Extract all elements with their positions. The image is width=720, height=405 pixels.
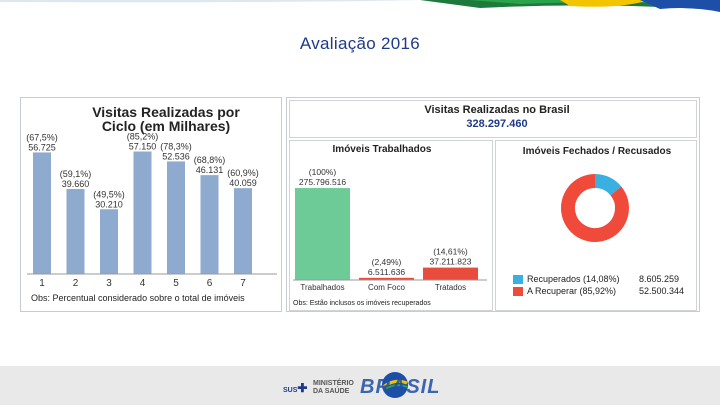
page-title: Avaliação 2016 [299,34,421,53]
cycle-percent-label: (59,1%) [60,169,92,179]
closed-title: Imóveis Fechados / Recusados [522,146,672,157]
legend-swatch-recovered [513,275,523,284]
cycle-tick-label: 5 [173,278,179,289]
cycle-bar-3 [100,209,118,274]
cycle-tick-label: 7 [240,278,246,289]
sus-logo: SUS✚ [283,381,307,395]
worked-percent-label: (14,61%) [433,247,468,257]
worked-bar-2 [423,267,478,280]
cycle-tick-label: 6 [207,278,213,289]
cycle-percent-label: (60,9%) [227,168,259,178]
cycle-value-label: 46.131 [196,165,224,175]
brasil-globe-icon [382,372,408,398]
cycle-value-label: 56.725 [28,142,56,152]
worked-bar-chart: Trabalhados 275.796.516(100%) Com Foco 6.51… [293,167,487,292]
worked-percent-label: (100%) [309,167,337,177]
cycle-tick-label: 1 [39,278,45,289]
brasil-brand-text: BRASIL [360,376,441,398]
worked-value-label: 6.511.636 [368,267,405,277]
cycle-value-label: 52.536 [162,151,190,161]
worked-bar-0 [295,188,350,280]
cycle-percent-label: (49,5%) [93,189,125,199]
cycle-bar-5 [167,161,185,274]
donut-slice-0 [594,174,622,196]
cycle-value-label: 40.059 [229,178,257,188]
cycle-bar-6 [200,175,219,274]
brazil-visits-panel: Visitas Realizadas no Brasil 328.297.460… [286,97,700,312]
cycle-tick-label: 2 [73,278,79,289]
worked-tick-label: Com Foco [368,283,405,292]
cycle-value-label: 57.150 [129,142,157,152]
brazil-header-box [289,100,697,138]
closed-box [495,140,697,311]
ministry-logo-line1: MINISTÉRIO [313,380,354,387]
worked-tick-label: Trabalhados [300,283,344,292]
worked-subtitle: Imóveis Trabalhados [332,144,432,155]
sus-logo-text: SUS [283,387,298,394]
cycle-percent-label: (67,5%) [26,132,58,142]
cycle-percent-label: (68,8%) [194,155,226,165]
cycle-value-label: 39.660 [62,179,90,189]
cycle-bar-2 [66,189,85,274]
sus-cross-icon: ✚ [297,381,308,395]
worked-bar-1 [359,277,414,280]
cycle-chart-note: Obs: Percentual considerado sobre o tota… [31,293,245,303]
worked-tick-label: Tratados [435,283,466,292]
cycle-chart-panel: Visitas Realizadas por Ciclo (em Milhare… [20,97,282,312]
cycle-value-label: 30.210 [95,199,123,209]
brazil-visits-total: 328.297.460 [466,118,528,130]
footer: SUS✚ MINISTÉRIO DA SAÚDE BRASIL [0,366,720,405]
cycle-chart-title: Visitas Realizadas por Ciclo (em Milhare… [92,104,240,134]
cycle-bar-1 [33,152,51,274]
ministry-logo-line2: DA SAÚDE [313,388,350,395]
cycle-tick-label: 3 [106,278,112,289]
worked-value-label: 275.796.516 [299,177,347,187]
worked-percent-label: (2,49%) [372,257,402,267]
legend-value-to-recover: 52.500.344 [639,286,685,296]
worked-value-label: 37.211.823 [430,257,472,267]
top-decorative-stripe [0,0,720,12]
legend-label-to-recover: A Recuperar (85,92%) [527,286,617,296]
worked-chart-note: Obs: Estão inclusos os imóveis recuperad… [293,300,431,307]
cycle-bar-chart: 1 56.725(67,5%) 2 39.660(59,1%) 3 30.210(49,5… [26,132,277,289]
cycle-percent-label: (85,2%) [127,132,159,142]
cycle-percent-label: (78,3%) [160,141,192,151]
legend-swatch-to-recover [513,287,523,296]
cycle-tick-label: 4 [140,278,146,289]
closed-donut-chart [561,174,629,242]
donut-slice-1 [561,174,629,242]
legend-value-recovered: 8.605.259 [639,274,680,284]
cycle-bar-7 [234,188,252,274]
brazil-visits-title: Visitas Realizadas no Brasil [424,104,570,116]
legend-label-recovered: Recuperados (14,08%) [527,274,620,284]
cycle-bar-4 [133,151,152,274]
worked-box [289,140,493,311]
